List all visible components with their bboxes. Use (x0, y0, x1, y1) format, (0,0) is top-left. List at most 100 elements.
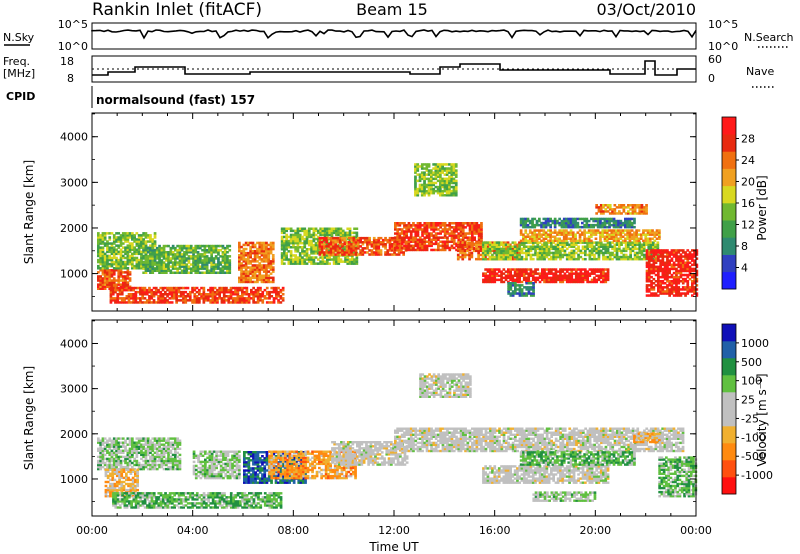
freq-tick-bottom: 8 (67, 72, 74, 85)
power-band (482, 268, 610, 284)
power-axes: 1000 2000 3000 4000 (60, 113, 697, 311)
velocity-colorbar-tick: -500 (741, 450, 766, 463)
power-colorbar-segment (722, 151, 736, 169)
time-tick-label: 00:00 (76, 524, 108, 537)
freq-label-line2: [MHz] (3, 67, 35, 80)
power-colorbar-segment (722, 185, 736, 204)
velocity-ytick-label: 1000 (60, 473, 88, 486)
power-colorbar: 4 8 12 16 20 24 28 (721, 116, 755, 290)
cpid-value: normalsound (fast) 157 (96, 93, 255, 107)
velocity-colorbar-tick: 500 (741, 356, 762, 369)
velocity-band (532, 491, 597, 502)
power-ytick-label: 1000 (60, 268, 88, 281)
power-band (109, 286, 285, 304)
nsearch-tick-bottom: 10^0 (708, 40, 738, 53)
power-band (507, 282, 535, 297)
power-colorbar-tick: 28 (741, 133, 755, 146)
date-title: 03/Oct/2010 (596, 0, 696, 19)
power-band (142, 244, 232, 274)
time-tick-label: 04:00 (177, 524, 209, 537)
nave-label: Nave (746, 65, 774, 78)
power-colorbar-segment (722, 237, 736, 255)
freq-trace (92, 60, 696, 76)
velocity-band (112, 492, 283, 509)
velocity-panel: 1000 2000 3000 4000 Slant Range [km] (22, 319, 698, 517)
velocity-colorbar-segment (722, 426, 736, 444)
nsky-trace (91, 29, 697, 40)
velocity-axes: 1000 2000 3000 4000 (60, 320, 697, 516)
velocity-colorbar-segment (722, 392, 736, 410)
velocity-band (419, 373, 472, 398)
power-ylabel: Slant Range [km] (22, 160, 36, 264)
power-colorbar-tick: 24 (741, 154, 755, 167)
beam-title: Beam 15 (356, 0, 428, 19)
velocity-colorbar-tick: 100 (741, 375, 762, 388)
velocity-ylabel: Slant Range [km] (22, 366, 36, 470)
station-title: Rankin Inlet (fitACF) (92, 0, 262, 20)
velocity-band (394, 427, 685, 453)
velocity-colorbar-tick: -25 (741, 412, 759, 425)
freq-label-line1: Freq. (3, 55, 30, 68)
velocity-ytick-label: 3000 (60, 383, 88, 396)
nsky-label: N.Sky (3, 31, 35, 44)
power-band (414, 163, 458, 197)
power-colorbar-segment (722, 271, 736, 290)
velocity-colorbar-segment (722, 409, 736, 427)
nsearch-tick-top: 10^5 (708, 18, 738, 31)
velocity-colorbar-segment (722, 375, 736, 393)
time-tick-label: 20:00 (579, 524, 611, 537)
power-band (482, 241, 660, 261)
velocity-colorbar-tick: 25 (741, 394, 755, 407)
nave-tick-top: 60 (708, 53, 722, 66)
power-colorbar-segment (722, 254, 736, 273)
velocity-band (192, 450, 241, 480)
power-colorbar-segment (722, 203, 736, 221)
freq-tick-top: 18 (60, 55, 74, 68)
velocity-colorbar-segment (722, 324, 736, 342)
power-band (595, 204, 648, 215)
velocity-colorbar-label: Velocity [m s⁻¹] (755, 373, 769, 466)
velocity-colorbar: 1000 500 100 25 -25 -100 -500 -1000 (721, 323, 773, 495)
power-band (519, 229, 661, 243)
power-ytick-label: 2000 (60, 222, 88, 235)
power-colorbar-segment (722, 117, 736, 135)
velocity-band (104, 468, 139, 498)
velocity-colorbar-segment (722, 358, 736, 376)
power-band (97, 232, 157, 270)
velocity-colorbar-tick: 1000 (741, 337, 769, 350)
power-ytick-label: 3000 (60, 176, 88, 189)
time-axis-label: Time UT (368, 540, 419, 554)
velocity-band (519, 451, 636, 466)
time-tick-label: 00:00 (680, 524, 712, 537)
nave-tick-bottom: 0 (708, 72, 715, 85)
power-ytick-label: 4000 (60, 131, 88, 144)
velocity-colorbar-segment (722, 477, 736, 495)
nsky-tick-bottom: 10^0 (58, 40, 88, 53)
velocity-colorbar-tick: -100 (741, 431, 766, 444)
velocity-ytick-label: 2000 (60, 428, 88, 441)
power-colorbar-label: Power [dB] (755, 175, 769, 240)
time-axis: 00:00 04:00 08:00 12:00 16:00 20:00 00:00 (76, 524, 712, 537)
velocity-band (97, 437, 182, 471)
velocity-colorbar-tick: -1000 (741, 469, 773, 482)
power-band (645, 249, 699, 297)
power-colorbar-tick: 4 (741, 262, 748, 275)
velocity-colorbar-segment (722, 460, 736, 478)
velocity-ytick-label: 4000 (60, 337, 88, 350)
power-data-layer (97, 163, 699, 304)
power-band (318, 236, 408, 256)
nsearch-label: N.Search (744, 31, 794, 44)
velocity-band (633, 432, 661, 444)
nsky-tick-top: 10^5 (58, 18, 88, 31)
velocity-band (482, 465, 610, 484)
nsky-panel: N.Sky 10^5 10^0 10^5 10^0 N.Search (3, 18, 794, 53)
power-band (519, 217, 636, 229)
cpid-label: CPID (6, 90, 35, 103)
power-colorbar-tick: 8 (741, 240, 748, 253)
power-band (238, 241, 275, 284)
time-tick-label: 16:00 (479, 524, 511, 537)
velocity-colorbar-segment (722, 341, 736, 359)
time-tick-label: 12:00 (378, 524, 410, 537)
velocity-colorbar-segment (722, 443, 736, 461)
